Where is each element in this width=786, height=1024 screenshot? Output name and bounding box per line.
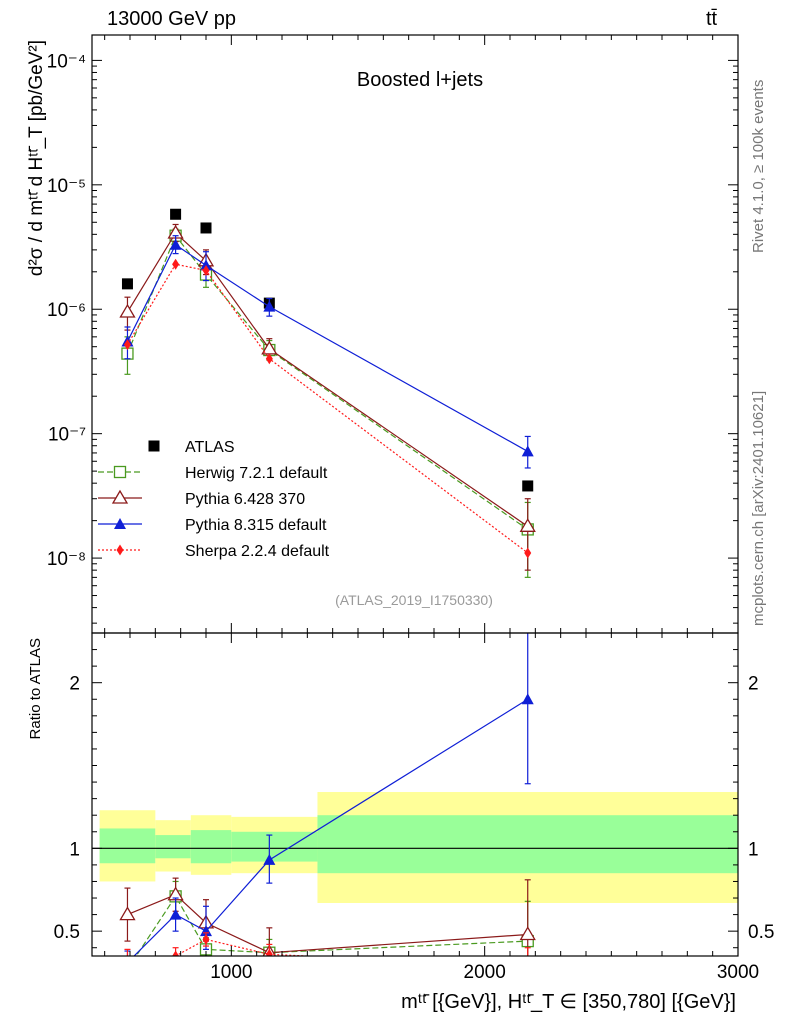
main-s3-point-4 [521, 445, 534, 457]
main-s3-point-3 [263, 300, 276, 312]
ratio-s1-point-0 [119, 906, 136, 921]
ratio-ytick-label-right: 2 [748, 674, 759, 695]
main-s2-point-4 [519, 518, 536, 532]
ratio-s0-line [135, 895, 528, 956]
ratio-s3-point-3 [265, 948, 273, 956]
ratio-xlabel: mᵗᵗ̄ [{GeV}], Hᵗᵗ̄_T ∈ [350,780] [{GeV}] [401, 991, 736, 1013]
main-s4-point-2 [202, 264, 210, 276]
ratio-ytick-label-right: 0.5 [748, 922, 774, 943]
legend: ATLAS Herwig 7.2.1 default Pythia 6.428 37… [98, 439, 330, 560]
ratio-ytick-label-left: 0.5 [54, 922, 80, 943]
ratio-s2-point-3 [263, 853, 276, 865]
ratio-frame [91, 632, 739, 957]
main-ytick-label: 10⁻⁸ [47, 549, 86, 570]
legend-marker-0 [148, 440, 160, 452]
legend-label-1: Herwig 7.2.1 default [185, 465, 328, 482]
main-s2-point-0 [119, 303, 136, 318]
main-series-lines [119, 208, 536, 578]
analysis-tag: (ATLAS_2019_I1750330) [335, 592, 493, 608]
legend-marker-3 [114, 518, 126, 529]
legend-label-4: Sherpa 2.2.4 default [185, 543, 330, 560]
ratio-xtick-label: 1000 [210, 962, 252, 983]
main-s4-point-3 [265, 353, 273, 365]
legend-label-0: ATLAS [185, 439, 235, 456]
legend-label-2: Pythia 6.428 370 [185, 491, 305, 508]
main-s2-line [126, 232, 529, 527]
main-s3-point-1 [169, 238, 182, 250]
legend-marker-4 [116, 544, 124, 556]
ratio-s3-point-4 [524, 960, 531, 971]
mcplots-label: mcplots.cern.ch [arXiv:2401.10621] [750, 390, 767, 626]
ratio-s2-point-0 [121, 957, 133, 968]
main-s3-line [126, 243, 529, 452]
band-green-2 [190, 830, 232, 864]
ratio-ytick-label-right: 1 [748, 839, 759, 860]
header-left: 13000 GeV pp [107, 8, 236, 30]
ratio-ytick-label-left: 2 [69, 674, 80, 695]
chart-title: Boosted l+jets [357, 69, 483, 91]
band-green-4 [317, 815, 738, 874]
main-ytick-label: 10⁻⁶ [47, 300, 86, 321]
ratio-s3-point-1 [172, 950, 180, 956]
main-ytick-label: 10⁻⁵ [47, 176, 86, 197]
ratio-series-lines [119, 633, 536, 975]
plot-frames [91, 34, 739, 957]
header-right: tt̄ [706, 8, 718, 30]
ratio-s0-point-0 [122, 964, 133, 975]
main-s4-point-0 [123, 339, 131, 351]
main-ytick-label: 10⁻⁷ [48, 425, 86, 446]
ratio-s1-point-4 [519, 926, 536, 941]
main-s3-point-2 [200, 259, 212, 271]
ratio-s3-point-0 [127, 955, 128, 956]
main-ytick-label: 10⁻⁴ [47, 51, 86, 72]
legend-label-3: Pythia 8.315 default [185, 517, 327, 534]
ratio-s2-point-4 [521, 693, 534, 705]
axes-ticks: 10⁻⁸ 10⁻⁷ 10⁻⁶ 10⁻⁵ 10⁻⁴ 1000 2000 3000 0.5 0.5 1 1… [47, 35, 774, 983]
main-s4-point-4 [524, 547, 532, 559]
main-s0-point-0 [121, 278, 133, 290]
main-s4-line [126, 263, 529, 554]
ratio-s3-point-2 [202, 933, 210, 945]
ratio-xtick-label: 3000 [717, 962, 759, 983]
main-s0-point-4 [522, 480, 534, 492]
legend-marker-1 [113, 465, 127, 479]
main-s4-point-1 [172, 258, 180, 270]
band-green-1 [155, 835, 191, 859]
band-green-0 [99, 828, 156, 864]
ratio-uncertainty-bands [92, 792, 738, 903]
ratio-ytick-label-left: 1 [69, 839, 80, 860]
main-s0-point-2 [200, 222, 212, 234]
rivet-label: Rivet 4.1.0, ≥ 100k events [750, 79, 767, 253]
ratio-ylabel: Ratio to ATLAS [27, 638, 44, 739]
main-ylabel: d²σ / d mᵗᵗ̄ d Hᵗᵗ̄_T [pb/GeV²] [26, 40, 47, 276]
main-s0-point-1 [170, 208, 182, 220]
ratio-s2-point-1 [169, 908, 182, 920]
legend-marker-2 [111, 489, 129, 504]
ratio-xtick-label: 2000 [464, 962, 506, 983]
